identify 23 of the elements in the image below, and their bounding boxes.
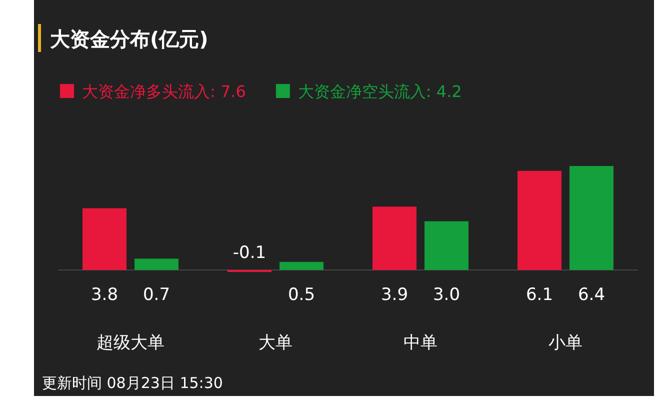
data-label: 0.7 (142, 285, 170, 305)
bar (82, 208, 126, 270)
bar (134, 258, 178, 270)
bar (424, 221, 468, 270)
data-label: 0.5 (288, 285, 316, 305)
chart-title: 大资金分布(亿元) (50, 27, 208, 51)
legend-label: 大资金净多头流入: 7.6 (82, 82, 246, 101)
bar (518, 170, 562, 270)
x-tick-label: 小单 (548, 333, 582, 353)
text: 更新时间 08月23日 15:30 (42, 374, 223, 392)
x-tick-label: 超级大单 (96, 333, 164, 353)
bar (280, 262, 324, 270)
data-label: -0.1 (232, 243, 266, 263)
x-tick-label: 中单 (404, 333, 438, 353)
data-label: 3.0 (432, 285, 460, 305)
data-label: 3.9 (380, 285, 408, 305)
data-label: 6.4 (578, 285, 606, 305)
bar (372, 206, 416, 270)
data-label: 3.8 (90, 285, 118, 305)
data-label: 6.1 (526, 285, 554, 305)
legend-label: 大资金净空头流入: 4.2 (298, 82, 462, 101)
x-tick-label: 大单 (258, 333, 292, 353)
bar (570, 166, 614, 270)
